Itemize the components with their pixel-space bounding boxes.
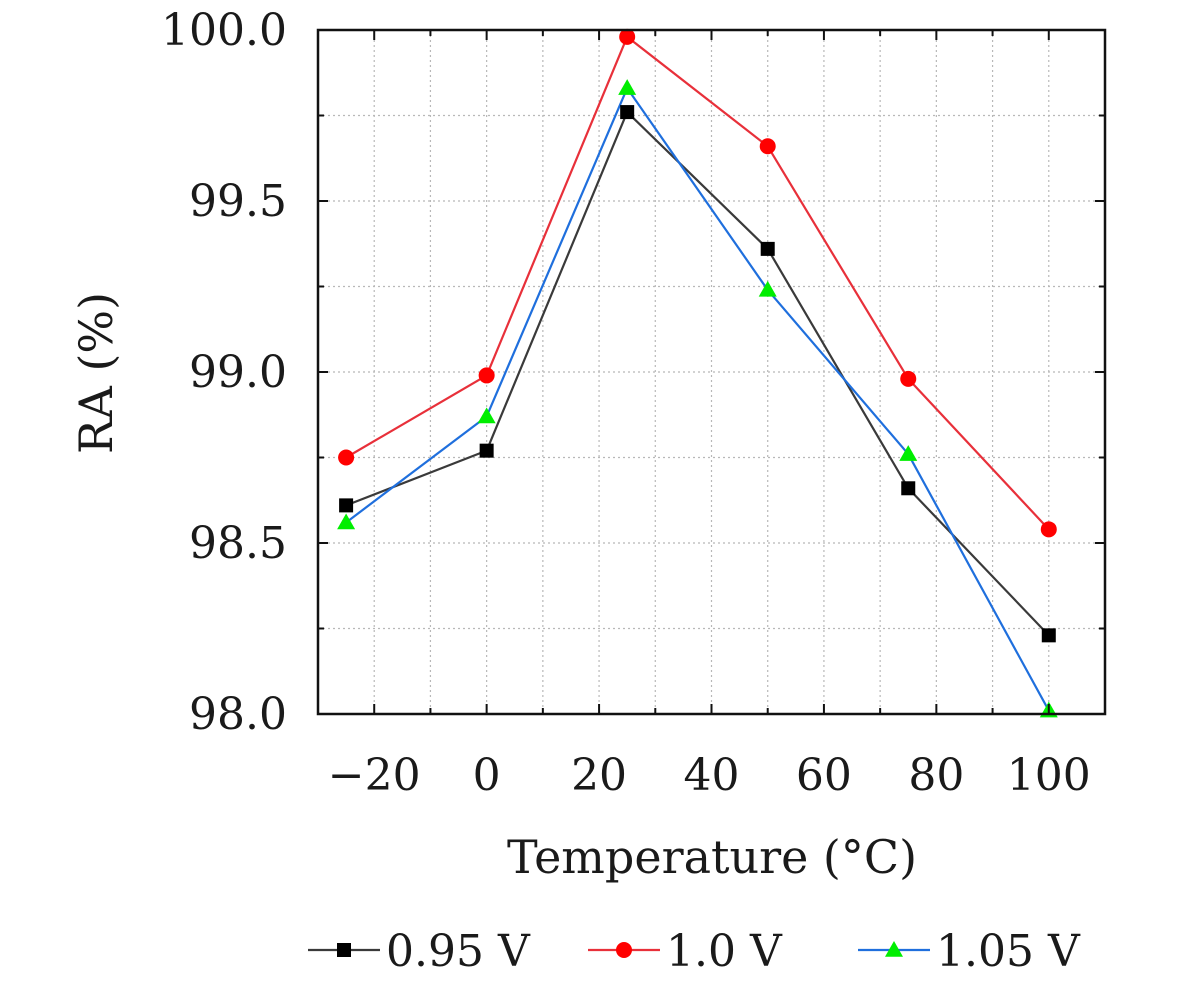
legend: 0.95 V 1.0 V 1.05 V	[308, 926, 1081, 977]
legend-item: 1.05 V	[858, 926, 1081, 977]
x-tick-labels: −20 0 20 40 60 80 100	[328, 750, 1091, 801]
series-lines	[345, 35, 1050, 712]
axis-ticks	[317, 29, 1106, 715]
x-tick-label: 40	[684, 750, 740, 801]
legend-item: 1.0 V	[588, 926, 783, 977]
data-point	[899, 445, 918, 461]
y-axis-label: RA (%)	[69, 292, 123, 454]
data-point	[900, 370, 917, 387]
data-point	[759, 138, 776, 155]
x-tick-label: 0	[473, 750, 501, 801]
data-point	[479, 443, 494, 458]
series-line-0-95V	[345, 110, 1050, 637]
series-line-1-05V	[345, 87, 1050, 712]
series-markers	[337, 28, 1058, 718]
x-tick-label: 80	[908, 750, 964, 801]
data-point	[1041, 628, 1056, 643]
data-point	[901, 481, 916, 496]
y-tick-label: 99.0	[189, 347, 287, 398]
legend-marker	[337, 943, 351, 957]
legend-label: 0.95 V	[386, 926, 531, 977]
legend-label: 1.0 V	[666, 926, 783, 977]
y-tick-label: 100.0	[161, 5, 287, 56]
data-point	[620, 105, 635, 120]
x-tick-label: −20	[328, 750, 421, 801]
data-point	[760, 241, 775, 256]
legend-marker	[616, 942, 632, 958]
y-tick-label: 98.5	[189, 518, 287, 569]
data-point	[338, 449, 355, 466]
x-tick-label: 100	[1007, 750, 1091, 801]
data-point	[478, 367, 495, 384]
legend-label: 1.05 V	[936, 926, 1081, 977]
grid-lines	[317, 30, 1106, 714]
y-tick-label: 99.5	[189, 176, 287, 227]
y-tick-labels: 98.0 98.5 99.0 99.5 100.0	[161, 5, 287, 740]
legend-marker	[885, 941, 903, 957]
data-point	[758, 280, 777, 297]
data-point	[619, 28, 636, 45]
data-point	[477, 407, 496, 424]
series-line-1-0V	[345, 35, 1050, 531]
y-tick-label: 98.0	[189, 689, 287, 740]
data-point	[337, 513, 356, 530]
data-point	[618, 79, 637, 95]
x-tick-label: 60	[796, 750, 852, 801]
data-point	[1040, 521, 1057, 538]
x-axis-label: Temperature (°C)	[507, 830, 917, 884]
data-point	[339, 498, 354, 513]
legend-item: 0.95 V	[308, 926, 531, 977]
x-tick-label: 20	[571, 750, 627, 801]
